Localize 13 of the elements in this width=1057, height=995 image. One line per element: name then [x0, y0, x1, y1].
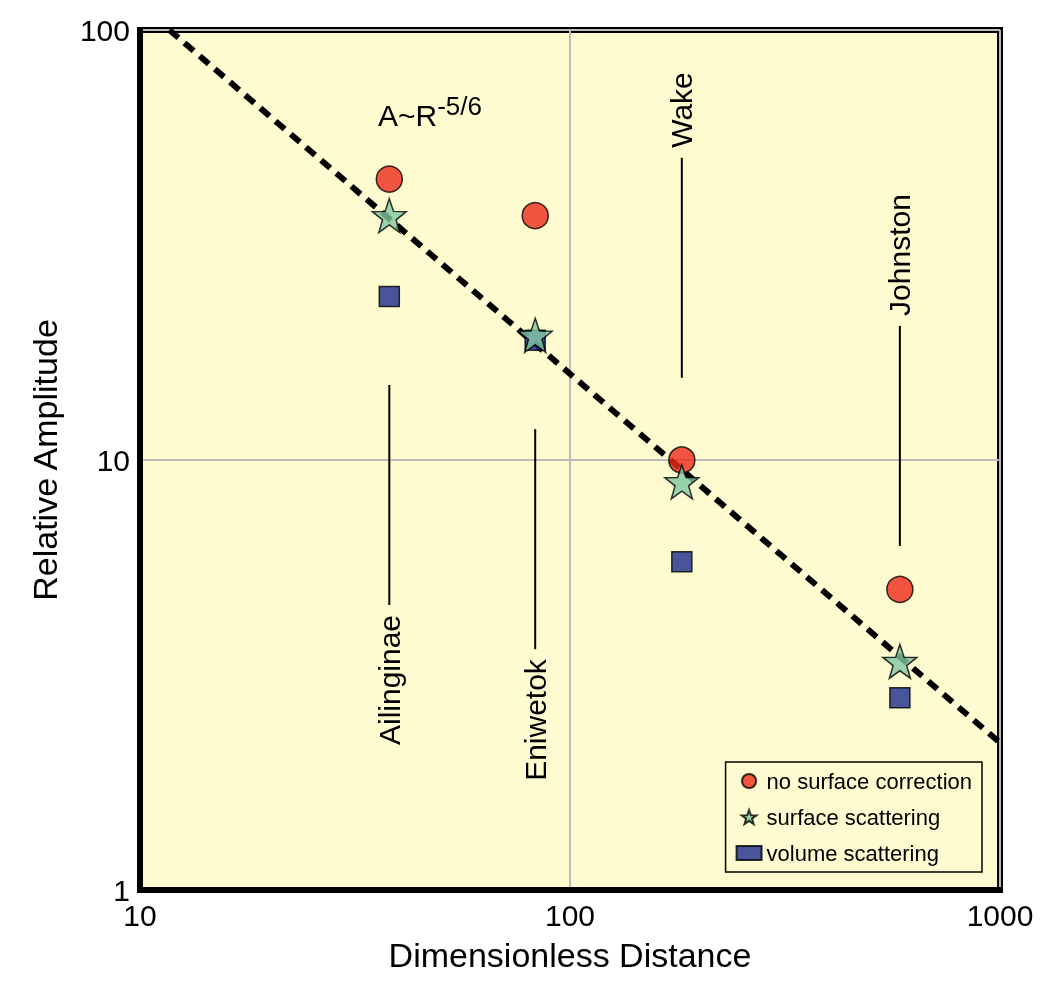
annotation: Wake — [665, 72, 699, 148]
x-axis-title: Dimensionless Distance — [388, 936, 752, 974]
legend-label: surface scattering — [766, 804, 941, 830]
annotation: Ailinginae — [372, 614, 406, 746]
legend-label: no surface correction — [766, 768, 972, 794]
x-tick-label: 1000 — [966, 898, 1034, 932]
legend-label: volume scattering — [766, 840, 939, 866]
y-tick-label: 10 — [96, 443, 130, 477]
y-tick-label: 100 — [79, 13, 130, 47]
x-tick-label: 100 — [544, 898, 596, 932]
annotation: Eniwetok — [518, 658, 552, 781]
y-axis-title: Relative Amplitude — [26, 319, 64, 601]
annotation: Johnston — [883, 194, 917, 316]
